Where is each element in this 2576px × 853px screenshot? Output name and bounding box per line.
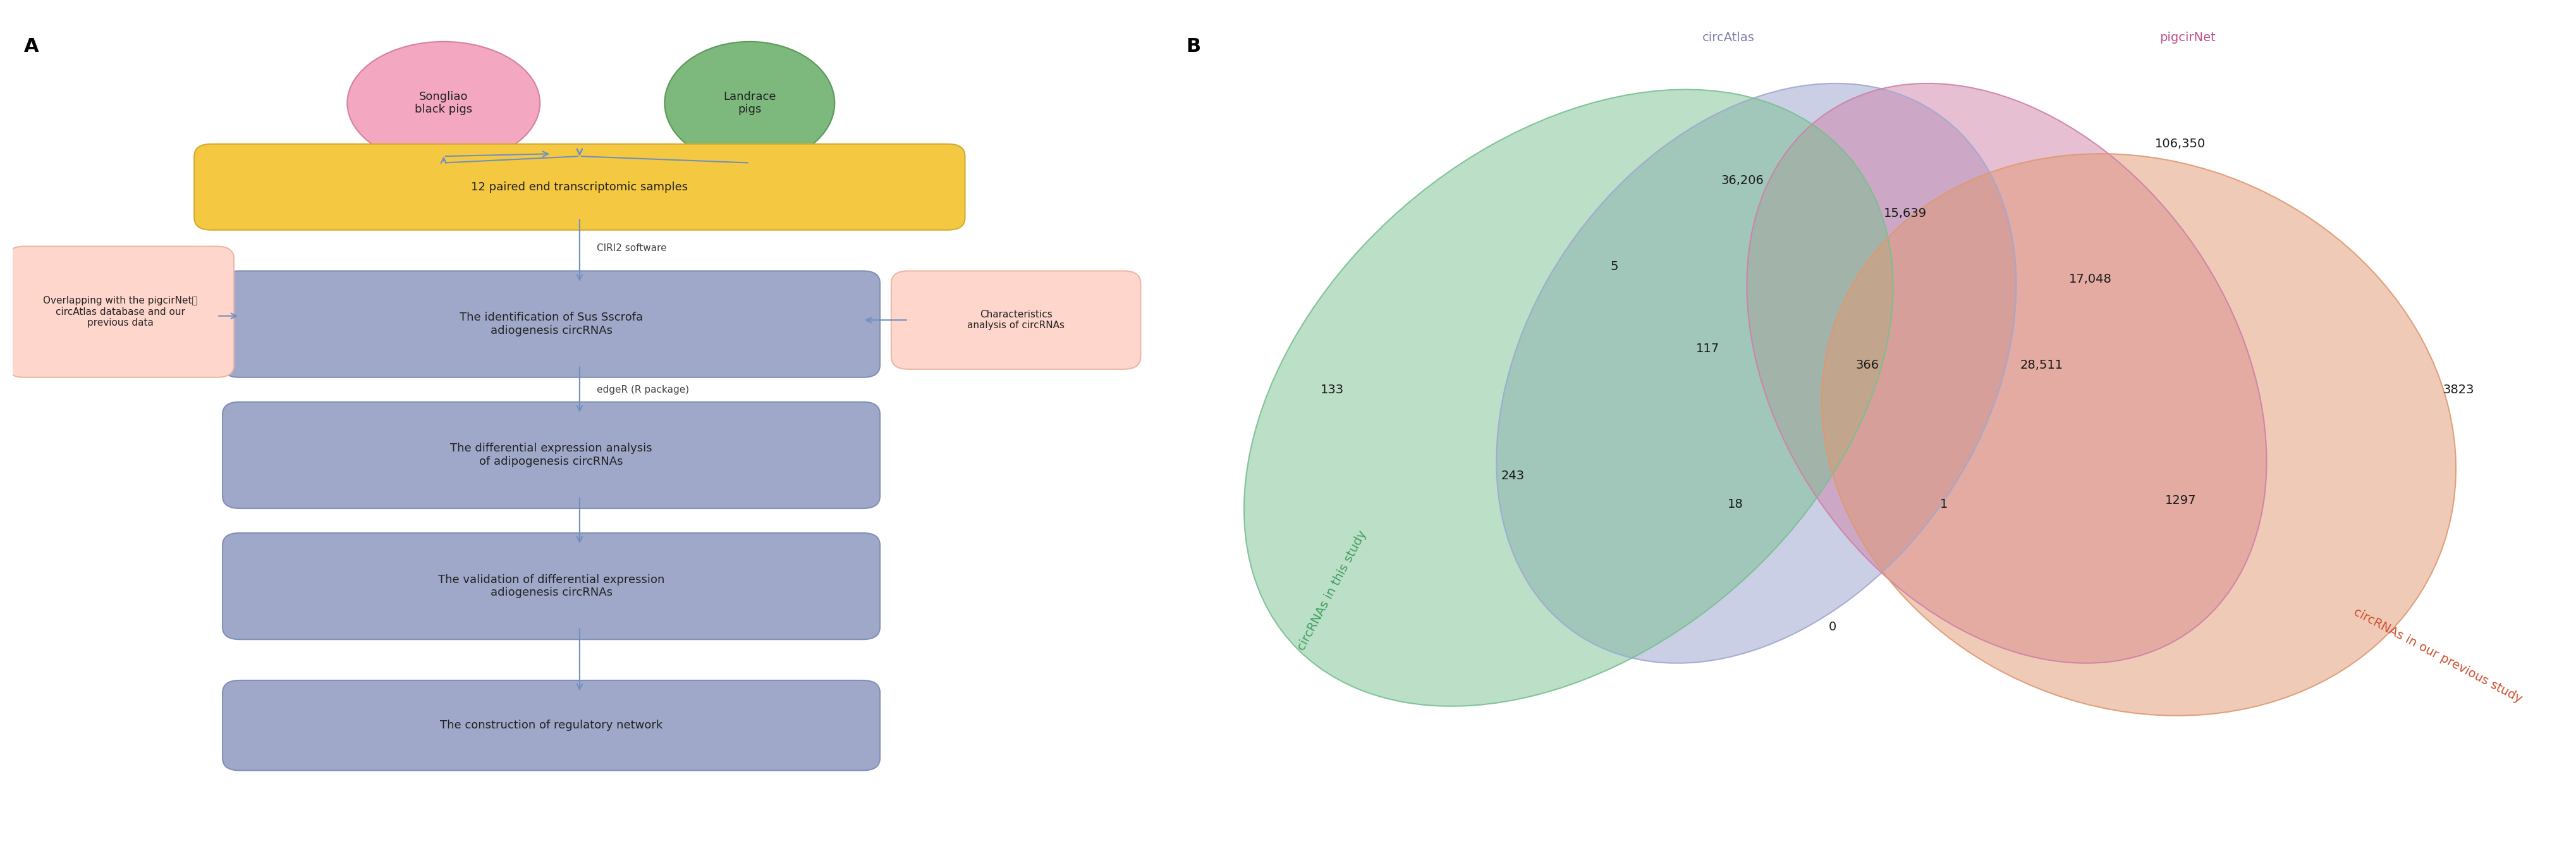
Text: The differential expression analysis
of adipogenesis circRNAs: The differential expression analysis of … bbox=[451, 443, 652, 467]
FancyBboxPatch shape bbox=[193, 144, 966, 230]
Text: circAtlas: circAtlas bbox=[1703, 32, 1754, 44]
Text: 117: 117 bbox=[1695, 343, 1718, 355]
Ellipse shape bbox=[665, 42, 835, 165]
FancyBboxPatch shape bbox=[222, 681, 881, 770]
Text: edgeR (R package): edgeR (R package) bbox=[598, 385, 688, 394]
Text: B: B bbox=[1185, 38, 1200, 55]
Text: 36,206: 36,206 bbox=[1721, 175, 1765, 187]
Ellipse shape bbox=[1244, 90, 1893, 706]
Text: circRNAs in this study: circRNAs in this study bbox=[1296, 528, 1368, 653]
Text: 5: 5 bbox=[1610, 261, 1618, 273]
Text: Characteristics
analysis of circRNAs: Characteristics analysis of circRNAs bbox=[969, 310, 1064, 330]
Text: 0: 0 bbox=[1829, 621, 1837, 633]
FancyBboxPatch shape bbox=[222, 402, 881, 508]
FancyBboxPatch shape bbox=[222, 533, 881, 640]
Text: 106,350: 106,350 bbox=[2156, 138, 2205, 150]
Text: Landrace
pigs: Landrace pigs bbox=[724, 90, 775, 115]
Text: 28,511: 28,511 bbox=[2020, 359, 2063, 371]
Text: 17,048: 17,048 bbox=[2069, 273, 2112, 285]
FancyBboxPatch shape bbox=[222, 271, 881, 377]
Text: The validation of differential expression
adiogenesis circRNAs: The validation of differential expressio… bbox=[438, 574, 665, 599]
FancyBboxPatch shape bbox=[8, 247, 234, 377]
Text: circRNAs in our previous study: circRNAs in our previous study bbox=[2352, 606, 2524, 705]
Text: The identification of Sus Sscrofa
adiogenesis circRNAs: The identification of Sus Sscrofa adioge… bbox=[459, 312, 644, 336]
Text: 1297: 1297 bbox=[2164, 494, 2197, 506]
Ellipse shape bbox=[348, 42, 541, 165]
Text: 3823: 3823 bbox=[2442, 384, 2476, 396]
Text: The construction of regulatory network: The construction of regulatory network bbox=[440, 720, 662, 731]
Text: Overlapping with the pigcirNet、
circAtlas database and our
previous data: Overlapping with the pigcirNet、 circAtla… bbox=[44, 296, 198, 328]
Text: 366: 366 bbox=[1855, 359, 1880, 371]
Text: CIRI2 software: CIRI2 software bbox=[598, 243, 667, 252]
Text: 1: 1 bbox=[1940, 498, 1947, 510]
Ellipse shape bbox=[1747, 84, 2267, 663]
Text: 133: 133 bbox=[1321, 384, 1345, 396]
Text: 12 paired end transcriptomic samples: 12 paired end transcriptomic samples bbox=[471, 182, 688, 193]
Text: Songliao
black pigs: Songliao black pigs bbox=[415, 90, 471, 115]
Text: 18: 18 bbox=[1728, 498, 1744, 510]
Text: 15,639: 15,639 bbox=[1883, 207, 1927, 219]
Text: pigcirNet: pigcirNet bbox=[2159, 32, 2215, 44]
FancyBboxPatch shape bbox=[891, 271, 1141, 369]
Text: 243: 243 bbox=[1502, 470, 1525, 482]
Ellipse shape bbox=[1821, 154, 2455, 716]
Text: A: A bbox=[23, 38, 39, 55]
Ellipse shape bbox=[1497, 84, 2017, 663]
